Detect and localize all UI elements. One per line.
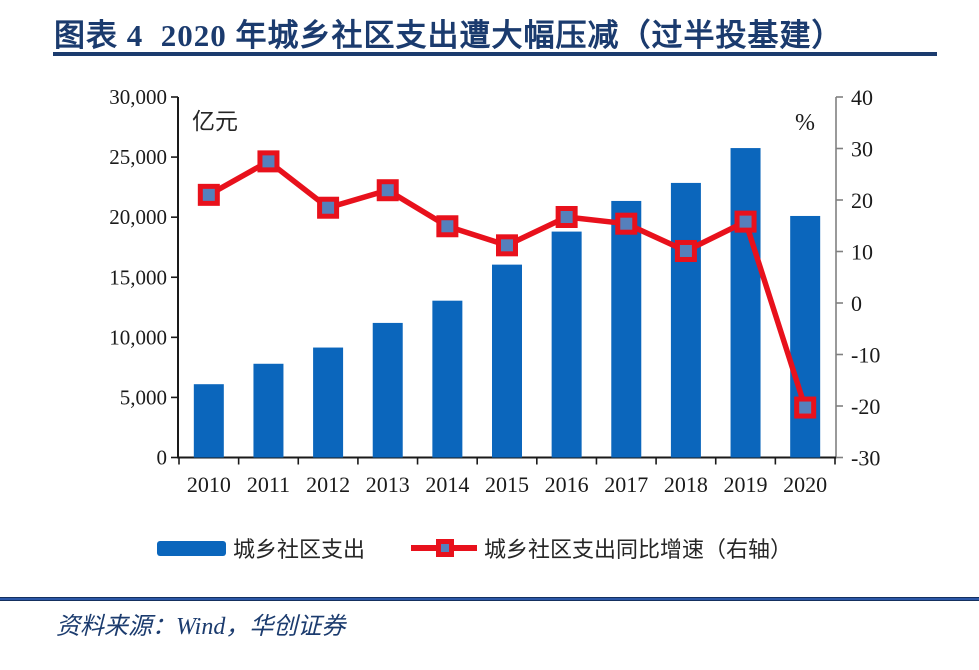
x-axis-label-2016: 2016 — [545, 472, 589, 497]
x-axis-label-2015: 2015 — [485, 472, 529, 497]
footer-separator-rule — [0, 597, 979, 601]
bar-2016 — [551, 231, 582, 458]
bar-2017 — [611, 200, 642, 458]
figure-title: 图表 4 2020 年城乡社区支出遭大幅压减（过半投基建） — [54, 18, 844, 53]
right-axis-tick-label: -30 — [851, 446, 880, 471]
bar-2011 — [253, 363, 284, 458]
right-axis-tick-label: 20 — [851, 188, 873, 213]
right-axis-tick-label: -20 — [851, 394, 880, 419]
marker-2010 — [197, 183, 220, 206]
marker-2013 — [376, 179, 399, 202]
legend-item-line-series: 城乡社区支出同比增速（右轴） — [411, 532, 792, 564]
marker-2011 — [257, 150, 280, 173]
left-axis-unit-label: 亿元 — [192, 108, 238, 134]
right-axis-tick-label: 10 — [851, 240, 873, 265]
right-axis-tick-label: -10 — [851, 343, 880, 368]
left-axis-tick-label: 30,000 — [109, 85, 167, 109]
legend-label-line-series: 城乡社区支出同比增速（右轴） — [484, 537, 793, 562]
x-axis-label-2014: 2014 — [425, 472, 469, 497]
data-source-note: 资料来源：Wind，华创证券 — [56, 614, 346, 640]
marker-2016 — [555, 205, 578, 228]
x-axis-label-2017: 2017 — [604, 472, 648, 497]
right-axis-tick-label: 30 — [851, 137, 873, 162]
right-axis-unit-label: % — [795, 110, 815, 136]
marker-2020 — [794, 396, 817, 419]
chart-legend: 城乡社区支出 城乡社区支出同比增速（右轴） — [157, 533, 792, 563]
x-axis-label-2013: 2013 — [366, 472, 410, 497]
x-axis-label-2020: 2020 — [783, 472, 827, 497]
x-axis-label-2018: 2018 — [664, 472, 708, 497]
left-axis-tick-label: 10,000 — [109, 325, 167, 349]
bar-2015 — [492, 264, 522, 458]
marker-2018 — [674, 239, 697, 262]
chart-canvas: 0 5,000 10,000 15,000 20,000 25,000 30,000 -30 -… — [109, 85, 880, 497]
bar-2010 — [193, 384, 224, 458]
bar-2013 — [372, 322, 403, 458]
left-axis-tick-label: 20,000 — [109, 205, 167, 229]
left-axis-tick-label: 5,000 — [120, 385, 167, 409]
marker-2015 — [496, 234, 518, 257]
bar-2019 — [730, 148, 761, 458]
x-axis-label-2012: 2012 — [306, 472, 350, 497]
marker-2019 — [734, 210, 757, 233]
bar-series-swatch-icon — [157, 540, 226, 556]
right-axis-tick-label: 40 — [851, 85, 873, 110]
left-axis-tick-label: 0 — [157, 446, 168, 470]
bar-2012 — [313, 347, 344, 458]
line-series-marker-icon — [411, 539, 478, 557]
bar-2014 — [432, 300, 463, 458]
x-axis-label-2011: 2011 — [247, 472, 290, 497]
marker-2017 — [615, 212, 638, 235]
marker-2012 — [317, 196, 340, 219]
bar-2020 — [790, 215, 821, 458]
legend-label-bar-series: 城乡社区支出 — [233, 537, 366, 562]
marker-2014 — [436, 215, 459, 238]
right-axis-tick-label: 0 — [851, 291, 862, 316]
left-axis-tick-label: 15,000 — [109, 265, 167, 289]
x-axis-label-2019: 2019 — [724, 472, 768, 497]
legend-item-bar-series: 城乡社区支出 — [157, 532, 365, 564]
left-axis-tick-label: 25,000 — [109, 145, 167, 169]
title-separator-rule — [53, 52, 937, 56]
bar-2018 — [670, 182, 701, 458]
x-axis-label-2010: 2010 — [187, 472, 231, 497]
